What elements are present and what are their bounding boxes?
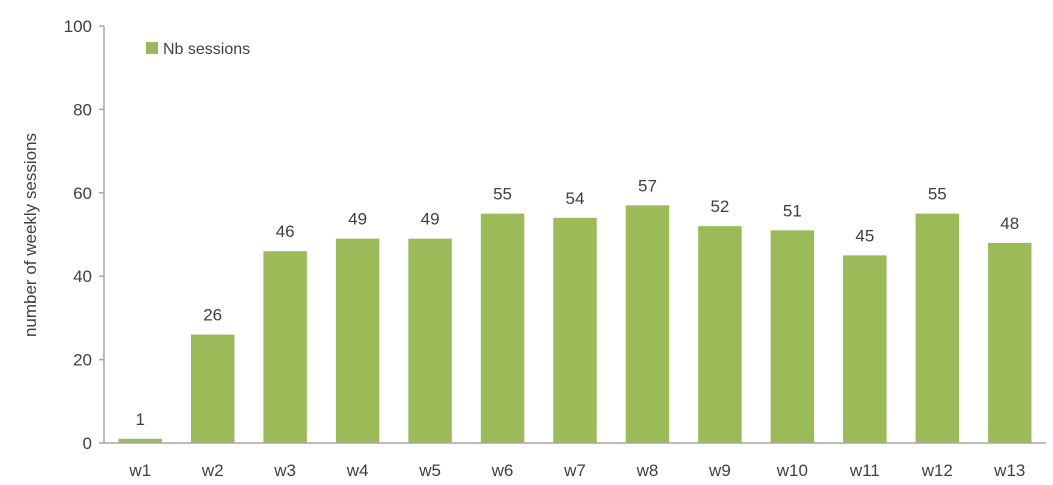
legend: Nb sessions xyxy=(146,41,250,58)
data-label: 52 xyxy=(710,197,729,216)
x-axis: w1 w2 w3 w4 w5 w6 w7 w8 w9 w10 w11 w12 w13 xyxy=(128,461,1025,480)
data-label: 48 xyxy=(1000,214,1019,233)
bar xyxy=(625,205,670,443)
x-tick-label: w6 xyxy=(491,461,514,480)
y-axis: 0 20 40 60 80 100 xyxy=(64,17,104,453)
x-tick-label: w10 xyxy=(776,461,808,480)
data-label: 45 xyxy=(855,226,874,245)
y-axis-title: number of weekly sessions xyxy=(21,133,40,337)
bar xyxy=(843,255,887,443)
bar xyxy=(263,251,307,443)
x-tick-label: w4 xyxy=(346,461,369,480)
x-tick-label: w13 xyxy=(993,461,1025,480)
x-tick-label: w12 xyxy=(921,461,953,480)
y-tick-label: 20 xyxy=(73,351,92,370)
bar xyxy=(335,238,380,443)
y-tick-label: 100 xyxy=(64,17,92,36)
bar xyxy=(553,217,597,443)
x-tick-label: w9 xyxy=(708,461,731,480)
bar xyxy=(480,213,525,443)
bar xyxy=(770,230,815,443)
data-label: 49 xyxy=(348,210,367,229)
data-label: 54 xyxy=(566,189,585,208)
x-tick-label: w2 xyxy=(201,461,224,480)
x-tick-label: w8 xyxy=(636,461,659,480)
bar xyxy=(698,226,742,443)
data-label: 51 xyxy=(783,201,802,220)
bar xyxy=(190,334,235,443)
x-tick-label: w5 xyxy=(418,461,441,480)
bar xyxy=(988,242,1032,443)
data-label: 26 xyxy=(203,306,222,325)
legend-swatch xyxy=(146,42,158,54)
data-label: 57 xyxy=(638,176,657,195)
x-tick-label: w11 xyxy=(849,461,880,480)
data-label: 55 xyxy=(928,185,947,204)
x-tick-label: w1 xyxy=(128,461,151,480)
x-tick-label: w3 xyxy=(273,461,296,480)
bars: 1 26 46 49 49 55 54 57 52 51 45 55 48 xyxy=(118,176,1032,443)
bar xyxy=(118,438,162,443)
y-tick-label: 40 xyxy=(73,267,92,286)
legend-label: Nb sessions xyxy=(163,41,250,58)
y-tick-label: 80 xyxy=(73,100,92,119)
y-tick-label: 60 xyxy=(73,184,92,203)
data-label: 49 xyxy=(421,210,440,229)
data-label: 46 xyxy=(276,222,295,241)
bar xyxy=(915,213,960,443)
data-label: 1 xyxy=(135,410,144,429)
y-tick-label: 0 xyxy=(83,434,92,453)
bar xyxy=(408,238,452,443)
data-label: 55 xyxy=(493,185,512,204)
x-tick-label: w7 xyxy=(563,461,586,480)
